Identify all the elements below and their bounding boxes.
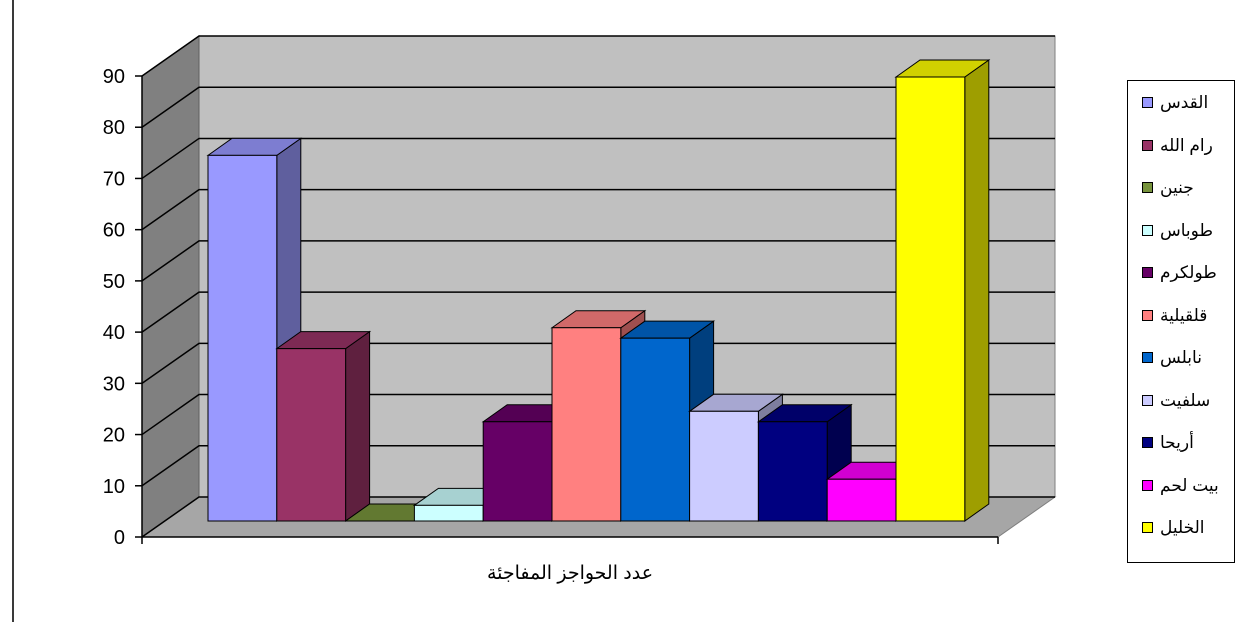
bar-front [757, 421, 828, 522]
bar-front [895, 76, 966, 522]
legend-label: القدس [1160, 93, 1209, 112]
bar-front [689, 410, 759, 522]
y-tick-label: 0 [114, 527, 125, 549]
legend-swatch [1142, 394, 1153, 406]
legend-label: نابلس [1160, 348, 1202, 367]
y-tick-label: 80 [103, 117, 125, 139]
bars [206, 59, 991, 522]
legend-swatch [1142, 267, 1153, 278]
gridline-90 [141, 35, 1055, 77]
y-tick-label: 50 [103, 271, 125, 293]
legend-item: طولكرم [1128, 263, 1236, 283]
y-tick-label: 30 [103, 373, 125, 395]
legend-swatch [1142, 139, 1153, 151]
legend-item: قلقيلية [1128, 306, 1236, 326]
legend-item: الخليل [1128, 518, 1236, 538]
y-tick-label: 60 [103, 220, 125, 242]
axes: 0 10 20 30 40 50 60 70 80 90 [103, 66, 999, 549]
legend-label: سلفيت [1160, 390, 1211, 410]
legend-label: أريحا [1160, 433, 1194, 452]
bar-front [620, 337, 691, 522]
legend-item: سلفيت [1128, 391, 1236, 411]
legend-item: أريحا [1128, 433, 1236, 453]
legend-label: طولكرم [1160, 263, 1217, 282]
y-tick-label: 20 [103, 425, 125, 447]
legend-label: جنين [1160, 178, 1194, 197]
gridline-30 [141, 342, 1055, 384]
bar-side [964, 59, 990, 522]
bar-front [551, 327, 622, 522]
legend-label: قلقيلية [1160, 305, 1208, 325]
bar-front [276, 348, 347, 522]
bar-11 [894, 59, 991, 522]
bar-side [345, 330, 371, 522]
legend-swatch [1142, 437, 1153, 448]
gridline-80 [141, 86, 1055, 128]
legend-item: رام الله [1128, 136, 1236, 156]
gridline-70 [141, 137, 1055, 180]
bar-front [482, 421, 553, 522]
gridline-60 [141, 188, 1055, 231]
y-tick-label: 90 [103, 66, 125, 88]
legend-swatch [1142, 97, 1153, 108]
legend-swatch [1142, 224, 1153, 236]
legend-swatch [1142, 182, 1153, 193]
bar-2 [275, 330, 372, 522]
legend-item: جنين [1128, 178, 1236, 198]
gridline-50 [141, 240, 1055, 282]
legend-swatch [1142, 352, 1153, 363]
legend-item: نابلس [1128, 348, 1236, 368]
legend: القدس رام الله جنين طوباس طولكرم قلقيلية نابلس… [1127, 80, 1235, 563]
legend-item: بيت لحم [1128, 476, 1236, 496]
legend-label: طوباس [1160, 220, 1213, 240]
y-tick-label: 10 [103, 476, 125, 498]
bar-front [207, 154, 278, 522]
y-tick-label: 70 [103, 168, 125, 190]
legend-swatch [1142, 309, 1153, 321]
legend-swatch [1142, 522, 1153, 533]
legend-label: بيت لحم [1160, 475, 1219, 495]
left-border-line [12, 0, 14, 622]
gridline-40 [141, 291, 1055, 333]
legend-swatch [1142, 479, 1153, 491]
bar-front [826, 478, 897, 522]
legend-item: القدس [1128, 93, 1236, 113]
legend-item: طوباس [1128, 221, 1236, 241]
side-wall [141, 35, 200, 538]
bar-front [413, 504, 484, 522]
y-tick-label: 40 [103, 322, 125, 344]
legend-label: رام الله [1160, 135, 1213, 155]
x-axis-title: عدد الحواجز المفاجئة [486, 563, 654, 584]
legend-label: الخليل [1160, 518, 1205, 537]
